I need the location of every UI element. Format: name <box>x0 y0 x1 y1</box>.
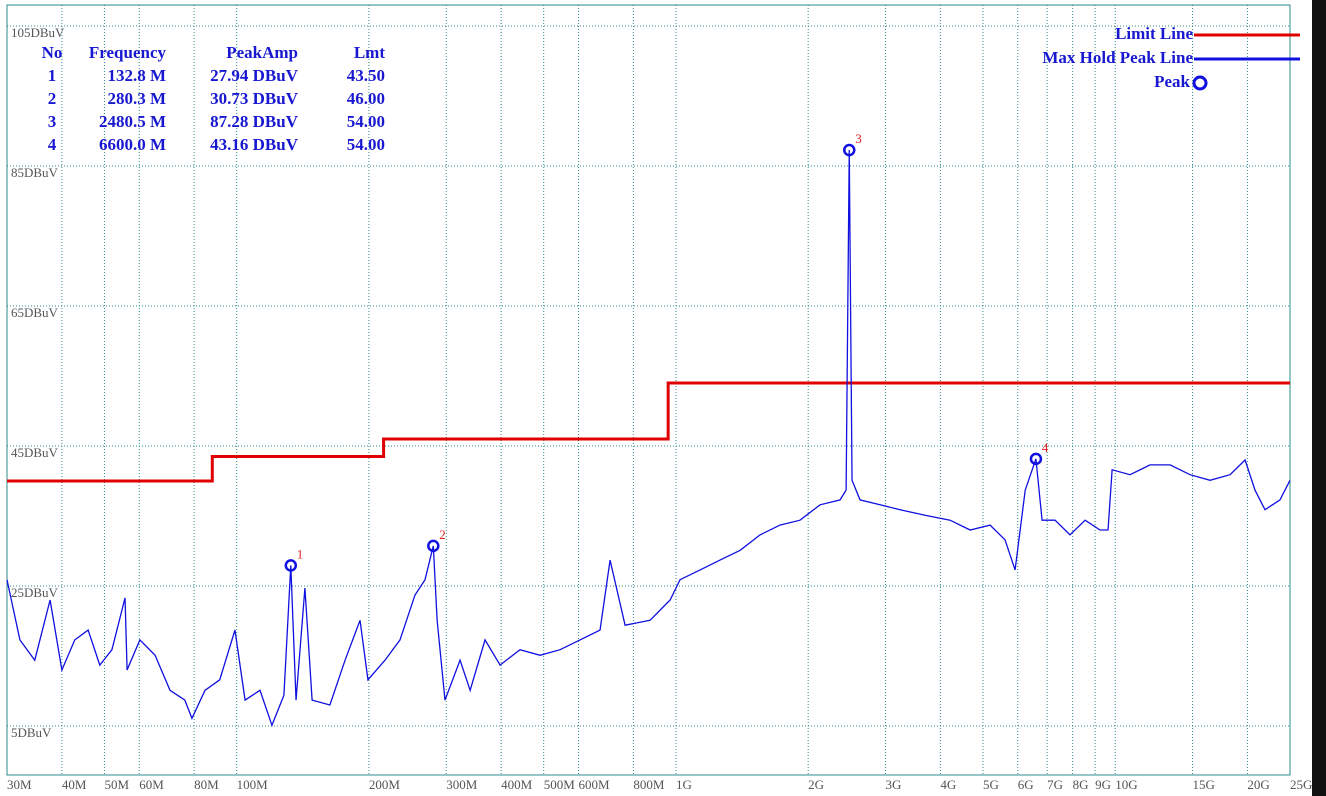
table-cell: 43.50 <box>347 66 385 85</box>
y-tick-label: 25DBuV <box>11 585 59 600</box>
x-tick-label: 600M <box>578 777 610 792</box>
x-tick-label: 15G <box>1193 777 1215 792</box>
y-tick-label: 5DBuV <box>11 725 52 740</box>
y-tick-label: 105DBuV <box>11 25 65 40</box>
table-cell: 6600.0 M <box>99 135 166 154</box>
x-tick-label: 9G <box>1095 777 1111 792</box>
legend-label: Peak <box>1154 72 1190 91</box>
legend-marker <box>1192 75 1208 91</box>
x-tick-label: 2G <box>808 777 824 792</box>
x-tick-label: 80M <box>194 777 219 792</box>
y-tick-label: 65DBuV <box>11 305 59 320</box>
x-tick-label: 40M <box>62 777 87 792</box>
x-tick-label: 200M <box>369 777 401 792</box>
y-tick-label: 45DBuV <box>11 445 59 460</box>
table-cell: 30.73 DBuV <box>210 89 299 108</box>
table-cell: 27.94 DBuV <box>210 66 299 85</box>
table-cell: 1 <box>48 66 57 85</box>
peak-marker <box>427 539 440 553</box>
y-tick-label: 85DBuV <box>11 165 59 180</box>
table-cell: 54.00 <box>347 112 385 131</box>
legend-label: Limit Line <box>1115 24 1193 43</box>
table-cell: 4 <box>48 135 57 154</box>
x-tick-label: 50M <box>104 777 129 792</box>
right-edge <box>1312 0 1326 796</box>
peak-label: 3 <box>855 131 862 146</box>
table-cell: 280.3 M <box>107 89 166 108</box>
table-cell: 46.00 <box>347 89 385 108</box>
x-tick-label: 8G <box>1073 777 1089 792</box>
peak-marker <box>842 143 856 157</box>
series-line <box>7 381 1290 483</box>
x-tick-label: 4G <box>940 777 956 792</box>
peak-label: 1 <box>297 546 304 561</box>
series-line <box>6 150 1291 728</box>
table-header: PeakAmp <box>226 43 298 62</box>
x-tick-label: 400M <box>501 777 532 792</box>
table-cell: 87.28 DBuV <box>210 112 299 131</box>
peak-label: 4 <box>1042 440 1049 455</box>
peak-label: 2 <box>439 527 446 542</box>
x-tick-label: 3G <box>886 777 902 792</box>
table-header: Frequency <box>89 43 167 62</box>
peak-marker <box>1029 452 1043 466</box>
x-tick-label: 60M <box>139 777 164 792</box>
x-tick-label: 5G <box>983 777 999 792</box>
table-cell: 54.00 <box>347 135 385 154</box>
table-cell: 43.16 DBuV <box>210 135 299 154</box>
table-cell: 3 <box>48 112 57 131</box>
table-cell: 132.8 M <box>107 66 166 85</box>
x-tick-label: 20G <box>1247 777 1269 792</box>
x-tick-label: 6G <box>1018 777 1034 792</box>
legend-label: Max Hold Peak Line <box>1042 48 1193 67</box>
x-tick-label: 7G <box>1047 777 1063 792</box>
table-header: Lmt <box>354 43 386 62</box>
x-tick-label: 25G <box>1290 777 1312 792</box>
peak-marker <box>284 559 298 572</box>
x-tick-label: 300M <box>446 777 478 792</box>
x-tick-label: 500M <box>544 777 576 792</box>
table-cell: 2480.5 M <box>99 112 166 131</box>
x-tick-label: 30M <box>7 777 32 792</box>
x-tick-label: 800M <box>633 777 665 792</box>
x-tick-label: 10G <box>1115 777 1137 792</box>
table-header: No <box>42 43 63 62</box>
table-cell: 2 <box>48 89 57 108</box>
x-tick-label: 100M <box>237 777 269 792</box>
x-tick-label: 1G <box>676 777 692 792</box>
